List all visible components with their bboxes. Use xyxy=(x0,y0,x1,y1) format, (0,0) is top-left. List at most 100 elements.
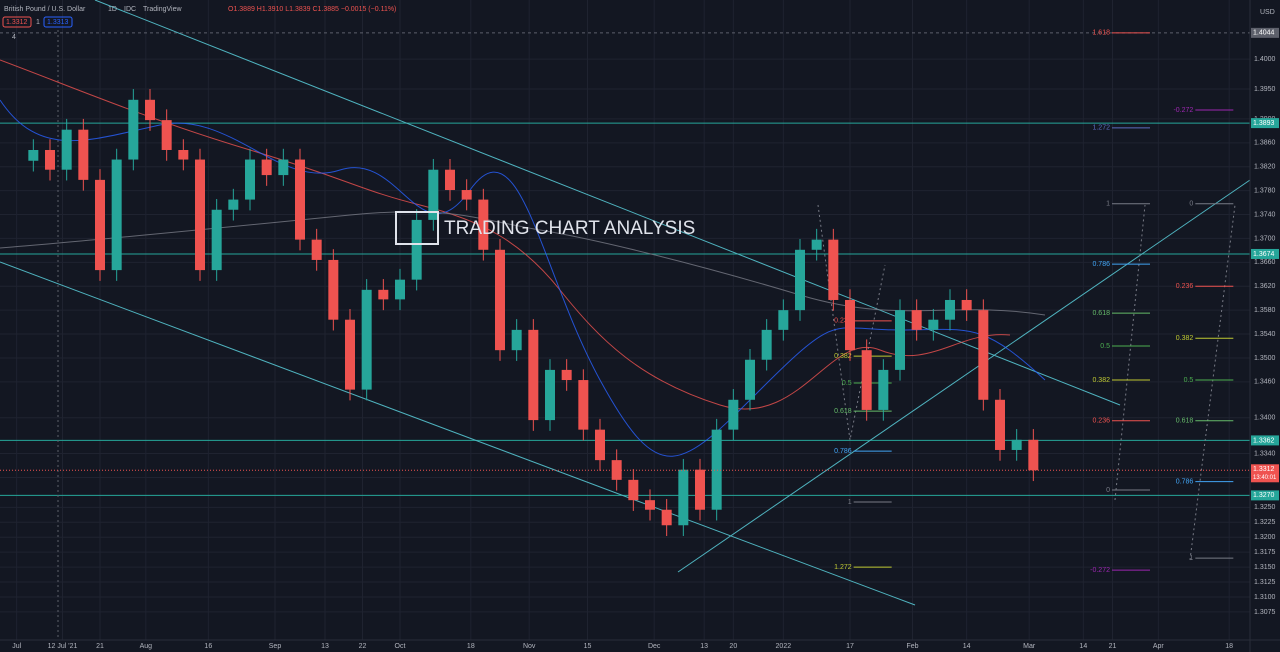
candle-body xyxy=(661,509,672,526)
candle-body xyxy=(895,310,905,370)
candle-body xyxy=(828,239,839,300)
y-tick-label: 1.3200 xyxy=(1254,534,1276,541)
y-tick-label: 1.3400 xyxy=(1254,415,1276,422)
fib-label: 0.618 xyxy=(1092,310,1110,317)
x-tick-label: 18 xyxy=(1225,643,1233,650)
candle-body xyxy=(795,249,805,311)
candle-body xyxy=(328,259,339,320)
y-tick-label: 1.3540 xyxy=(1254,331,1276,338)
candle-body xyxy=(945,299,955,320)
candle-body xyxy=(45,149,55,170)
x-tick-label: 17 xyxy=(846,643,854,650)
x-tick-label: Dec xyxy=(648,643,661,650)
fib-label: 0.618 xyxy=(1176,418,1194,425)
candle-body xyxy=(378,289,389,300)
publisher: TradingView xyxy=(143,6,182,13)
y-tick-label: 1.3125 xyxy=(1254,579,1276,586)
y-tick-label: 1.3075 xyxy=(1254,609,1276,616)
x-tick-label: 13 xyxy=(700,643,708,650)
candle-body xyxy=(728,399,739,430)
candle-body xyxy=(745,359,755,400)
y-tick-label: 1.3150 xyxy=(1254,564,1276,571)
candle-body xyxy=(311,239,322,260)
y-tick-label: 1.3340 xyxy=(1254,450,1276,457)
candle-body xyxy=(1028,439,1039,471)
level-badge xyxy=(1251,490,1279,501)
currency: USD xyxy=(1260,9,1275,16)
candle-body xyxy=(961,299,972,311)
x-tick-label: 20 xyxy=(729,643,737,650)
fib-label: 0.5 xyxy=(1184,377,1194,384)
ohlc-legend: O1.3889 H1.3910 L1.3839 C1.3885 −0.0015 … xyxy=(228,6,396,13)
fib-label: 0.236 xyxy=(834,318,852,325)
x-tick-label: 15 xyxy=(584,643,592,650)
y-tick-label: 1.3740 xyxy=(1254,211,1276,218)
y-tick-label: 1.3175 xyxy=(1254,549,1276,556)
candle-body xyxy=(611,460,622,480)
fib-label: 0.786 xyxy=(834,448,852,455)
marks: 0.236 0.382 0.5 0.618 0.786 1 1.272 1.272 1 0.786… xyxy=(0,30,1250,574)
sell-price[interactable]: 1.3312 xyxy=(6,19,28,26)
level-badge xyxy=(1251,248,1279,259)
candle-body xyxy=(361,289,372,390)
candle-body xyxy=(245,159,255,200)
x-tick-label: Mar xyxy=(1023,643,1036,650)
y-tick-label: 1.3580 xyxy=(1254,307,1276,314)
candle-body xyxy=(495,249,505,351)
axes: 1.3075 1.3100 1.3125 1.3150 1.3175 1.3200 1.32… xyxy=(12,27,1279,650)
y-tick-label: 1.3500 xyxy=(1254,355,1276,362)
x-tick-label: Sep xyxy=(269,643,282,650)
level-label: 1.3362 xyxy=(1253,437,1275,444)
candle-body xyxy=(95,179,105,271)
countdown: 13:40:01 xyxy=(1253,475,1277,481)
x-tick-label: Apr xyxy=(1153,643,1165,650)
fib-label: 0 xyxy=(1106,487,1110,494)
buy-price[interactable]: 1.3313 xyxy=(47,19,69,26)
grid xyxy=(0,0,1250,640)
fib-label: 0.382 xyxy=(834,353,852,360)
x-tick-label: Jul xyxy=(12,643,21,650)
candle-body xyxy=(461,190,472,200)
candle-body xyxy=(511,329,522,351)
trendline xyxy=(94,0,1121,406)
level-badge xyxy=(1251,118,1279,129)
candle-body xyxy=(411,219,422,280)
candle-body xyxy=(595,429,605,461)
last-price-badge xyxy=(1251,464,1279,483)
candle-body xyxy=(28,149,39,161)
fib-label: -0.272 xyxy=(1173,107,1193,114)
last-price: 1.3312 xyxy=(1253,466,1275,473)
fib-guide xyxy=(817,204,886,441)
fib-label: -0.272 xyxy=(1090,567,1110,574)
fib-label: 1 xyxy=(1106,201,1110,208)
level-label: 1.3674 xyxy=(1253,251,1275,258)
candle-body xyxy=(228,199,239,210)
candle-body xyxy=(578,380,589,430)
fib-label: 0.786 xyxy=(1092,261,1110,268)
candle-body xyxy=(345,319,355,390)
y-tick-label: 1.3660 xyxy=(1254,259,1276,266)
fib-label: 0.618 xyxy=(834,408,852,415)
watermark-text: TRADING CHART ANALYSIS xyxy=(444,218,695,239)
sell-box[interactable] xyxy=(2,16,32,28)
candle-body xyxy=(161,120,172,150)
x-tick-label: 21 xyxy=(96,643,104,650)
x-tick-label: Feb xyxy=(906,643,918,650)
interval: 1D xyxy=(108,6,117,13)
fib-label: 1.272 xyxy=(834,564,852,571)
candle-body xyxy=(178,149,189,160)
symbol: British Pound / U.S. Dollar xyxy=(4,6,86,13)
fib-label: 0.5 xyxy=(842,380,852,387)
candle-body xyxy=(978,310,989,400)
watermark-icon xyxy=(395,211,439,245)
x-tick-label: 18 xyxy=(467,643,475,650)
spread: 1 xyxy=(36,19,40,26)
candle-body xyxy=(861,350,872,410)
candle-body xyxy=(261,159,272,176)
x-tick-label: 16 xyxy=(204,643,212,650)
candle-body xyxy=(628,479,639,501)
candle-body xyxy=(278,159,289,176)
buy-box[interactable] xyxy=(43,16,73,28)
indicator-count[interactable]: 4 xyxy=(12,34,16,41)
